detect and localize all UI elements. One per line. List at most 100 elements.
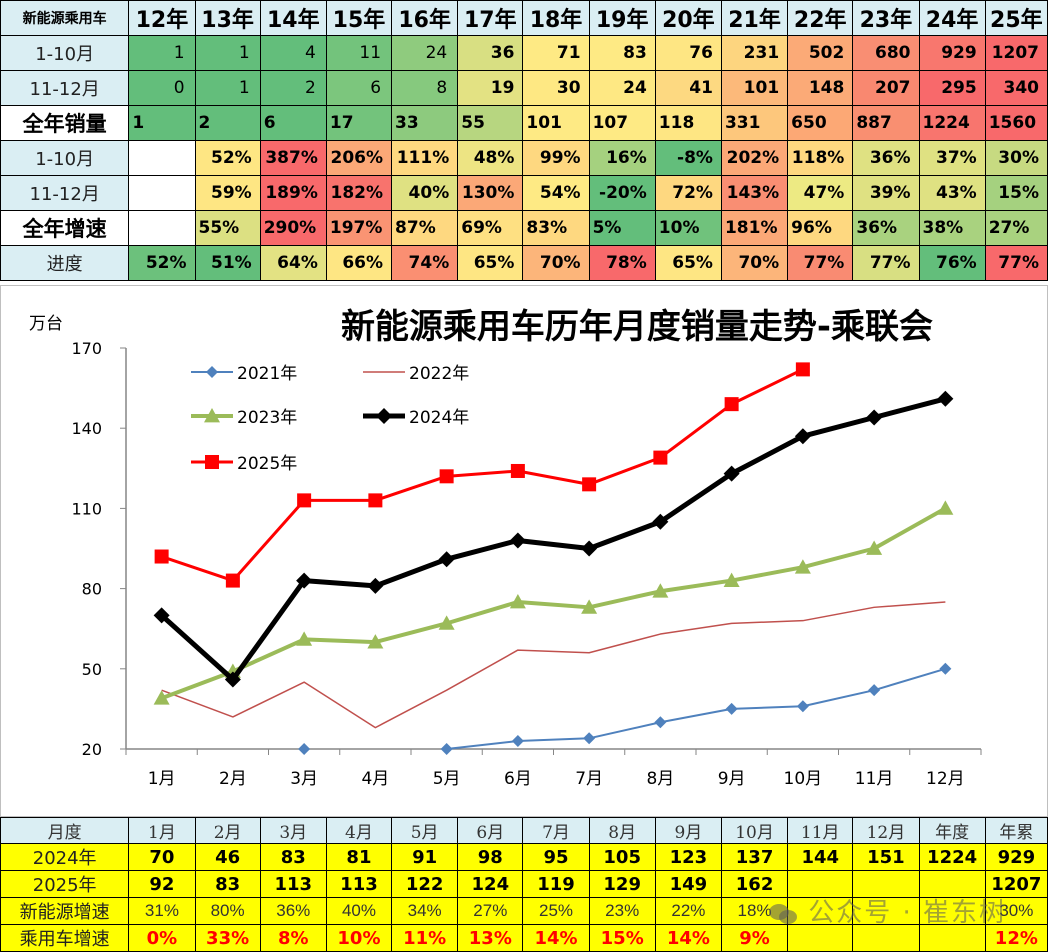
table-cell: 51%	[194, 245, 261, 281]
table-cell: 71	[522, 35, 590, 71]
chart-title: 新能源乘用车历年月度销量走势-乘联会	[341, 307, 933, 347]
table-cell: 59%	[194, 175, 261, 211]
table-cell: 33	[391, 105, 459, 141]
year-header: 20年	[654, 0, 722, 36]
table-cell: 2	[194, 105, 261, 141]
line-chart: 新能源乘用车历年月度销量走势-乘联会 万台 20 50 80 110 140 170 1月 2…	[0, 285, 1048, 817]
table-cell	[787, 897, 854, 925]
x-tick-label: 6月	[504, 769, 532, 789]
legend-item: 2022年	[363, 364, 469, 384]
table-cell: 92	[128, 870, 196, 898]
table-cell: 929	[918, 35, 986, 71]
month-header: 年度	[918, 817, 986, 844]
table-cell: 46	[194, 843, 261, 871]
table-cell: 77%	[984, 245, 1048, 281]
month-header: 年累	[984, 817, 1048, 844]
month-header: 11月	[787, 817, 854, 844]
table-cell: 111%	[391, 140, 459, 176]
table-cell: 6	[325, 70, 393, 106]
table-cell: 77%	[852, 245, 920, 281]
table-cell: 123	[654, 843, 722, 871]
table-cell: 502	[787, 35, 854, 71]
table-cell: 143%	[720, 175, 789, 211]
y-tick-label: 140	[71, 419, 102, 438]
table-cell: 680	[852, 35, 920, 71]
x-tick-label: 8月	[646, 769, 674, 789]
month-header-row: 月度 1月 2月 3月 4月 5月 6月 7月 8月 9月 10月 11月 12月 年度 年累	[0, 817, 1048, 844]
table-cell: 113	[259, 870, 327, 898]
month-header: 7月	[522, 817, 590, 844]
table-cell	[787, 924, 854, 952]
x-tick-label: 9月	[718, 769, 746, 789]
table-cell: 197%	[325, 210, 393, 246]
month-header: 6月	[457, 817, 524, 844]
y-tick-label: 170	[71, 339, 102, 358]
legend-label: 2021年	[237, 364, 297, 384]
table-cell: 87%	[391, 210, 459, 246]
chart-series	[153, 362, 954, 755]
y-axis-unit-label: 万台	[29, 314, 63, 334]
table-cell: 70%	[720, 245, 789, 281]
table-cell	[128, 210, 196, 246]
table-cell: 37%	[918, 140, 986, 176]
table-cell: 107	[588, 105, 656, 141]
table-cell: 16%	[588, 140, 656, 176]
series-2024年	[153, 390, 954, 688]
x-tick-label: 5月	[433, 769, 461, 789]
table-cell: 80%	[194, 897, 261, 925]
table-cell: 36%	[852, 140, 920, 176]
table-cell: 650	[787, 105, 854, 141]
x-tick-label: 12月	[926, 769, 965, 789]
chart-axes: 20 50 80 110 140 170 1月 2月 3月 4月 5月 6月 7月 8月 9月 10月 11月 1…	[71, 339, 982, 789]
series-2023年	[153, 500, 954, 705]
table-cell: 144	[787, 843, 854, 871]
row-label: 11-12月	[0, 70, 130, 106]
table-cell: 41	[654, 70, 722, 106]
table-cell: 15%	[984, 175, 1048, 211]
table-cell: 18%	[720, 897, 789, 925]
table-cell: 76	[654, 35, 722, 71]
table-cell	[918, 924, 986, 952]
table-cell: 130%	[457, 175, 524, 211]
x-tick-label: 1月	[148, 769, 176, 789]
growth-row: 1-10月 52% 387% 206% 111% 48% 99% 16% -8% 202% 118%…	[0, 140, 1048, 176]
table-cell: 137	[720, 843, 789, 871]
table-cell: 39%	[852, 175, 920, 211]
legend-label: 2022年	[409, 364, 469, 384]
row-label: 新能源增速	[0, 897, 130, 925]
table-cell: 1560	[984, 105, 1048, 141]
table-cell: 9%	[720, 924, 789, 952]
x-tick-label: 3月	[290, 769, 318, 789]
table-cell: 182%	[325, 175, 393, 211]
table-cell: 0%	[128, 924, 196, 952]
table-cell: 22%	[654, 897, 722, 925]
row-label: 1-10月	[0, 140, 130, 176]
table-cell: 295	[918, 70, 986, 106]
table-cell: 1	[128, 35, 196, 71]
table-cell: 162	[720, 870, 789, 898]
year-header: 22年	[787, 0, 854, 36]
table-cell: 105	[588, 843, 656, 871]
table-cell: 36%	[259, 897, 327, 925]
table-cell	[918, 897, 986, 925]
table-cell: 83	[194, 870, 261, 898]
table-cell: 38%	[918, 210, 986, 246]
table-cell: 189%	[259, 175, 327, 211]
table-cell: 929	[984, 843, 1048, 871]
table-cell: 119	[522, 870, 590, 898]
x-tick-label: 2月	[219, 769, 247, 789]
row-label: 11-12月	[0, 175, 130, 211]
legend-label: 2023年	[237, 408, 297, 428]
year-header: 12年	[128, 0, 196, 36]
table-cell: 387%	[259, 140, 327, 176]
y-tick-label: 20	[82, 740, 102, 759]
annual-summary-table: 新能源乘用车 12年 13年 14年 15年 16年 17年 18年 19年 20年 21年 22年 2…	[0, 0, 1048, 281]
y-tick-label: 80	[82, 580, 102, 599]
year-header: 15年	[325, 0, 393, 36]
x-tick-label: 4月	[361, 769, 389, 789]
legend-item: 2024年	[363, 408, 469, 428]
table-cell: 25%	[522, 897, 590, 925]
year-header: 24年	[918, 0, 986, 36]
x-tick-label: 10月	[784, 769, 823, 789]
table-cell: 122	[391, 870, 459, 898]
